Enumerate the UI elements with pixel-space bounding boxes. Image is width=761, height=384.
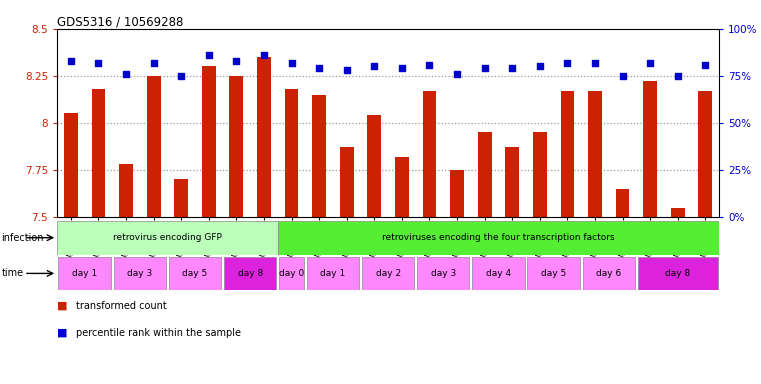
Text: day 1: day 1	[320, 269, 345, 278]
Point	[533, 63, 546, 70]
Text: day 4: day 4	[486, 269, 511, 278]
Text: transformed count: transformed count	[76, 301, 167, 311]
Bar	[368, 115, 381, 217]
Bar	[278, 221, 719, 255]
Text: day 5: day 5	[183, 269, 208, 278]
Bar	[147, 76, 161, 217]
Point	[506, 65, 518, 71]
Bar	[583, 257, 635, 290]
Point	[231, 58, 243, 64]
Bar	[285, 89, 298, 217]
Text: day 6: day 6	[596, 269, 622, 278]
Point	[258, 52, 270, 58]
Bar	[64, 113, 78, 217]
Text: day 8: day 8	[237, 269, 263, 278]
Bar	[451, 170, 464, 217]
Bar	[362, 257, 414, 290]
Point	[451, 71, 463, 77]
Bar	[91, 89, 105, 217]
Bar	[588, 91, 602, 217]
Bar	[616, 189, 629, 217]
Bar	[395, 157, 409, 217]
Text: day 3: day 3	[431, 269, 456, 278]
Point	[92, 60, 104, 66]
Bar	[533, 132, 546, 217]
Text: time: time	[2, 268, 24, 278]
Point	[120, 71, 132, 77]
Text: day 1: day 1	[72, 269, 97, 278]
Bar	[417, 257, 470, 290]
Bar	[473, 257, 524, 290]
Point	[285, 60, 298, 66]
Bar	[505, 147, 519, 217]
Point	[341, 67, 353, 73]
Point	[368, 63, 380, 70]
Bar	[224, 257, 276, 290]
Bar	[257, 57, 271, 217]
Text: day 0: day 0	[279, 269, 304, 278]
Bar	[340, 147, 354, 217]
Text: day 5: day 5	[541, 269, 566, 278]
Bar	[527, 257, 580, 290]
Text: ■: ■	[57, 301, 68, 311]
Bar	[312, 94, 326, 217]
Text: GDS5316 / 10569288: GDS5316 / 10569288	[57, 15, 183, 28]
Point	[313, 65, 325, 71]
Text: day 3: day 3	[127, 269, 152, 278]
Bar	[561, 91, 575, 217]
Point	[562, 60, 574, 66]
Bar	[478, 132, 492, 217]
Text: infection: infection	[2, 233, 44, 243]
Point	[616, 73, 629, 79]
Bar	[113, 257, 166, 290]
Bar	[279, 257, 304, 290]
Point	[699, 61, 712, 68]
Text: retrovirus encoding GFP: retrovirus encoding GFP	[113, 233, 222, 242]
Text: day 2: day 2	[375, 269, 401, 278]
Bar	[202, 66, 215, 217]
Text: percentile rank within the sample: percentile rank within the sample	[76, 328, 241, 338]
Point	[396, 65, 408, 71]
Point	[65, 58, 77, 64]
Bar	[638, 257, 718, 290]
Bar	[422, 91, 436, 217]
Point	[202, 52, 215, 58]
Text: day 8: day 8	[665, 269, 690, 278]
Point	[423, 61, 435, 68]
Point	[644, 60, 656, 66]
Bar	[230, 76, 244, 217]
Bar	[671, 208, 685, 217]
Point	[589, 60, 601, 66]
Text: ■: ■	[57, 328, 68, 338]
Point	[148, 60, 160, 66]
Bar	[119, 164, 133, 217]
Point	[479, 65, 491, 71]
Bar	[699, 91, 712, 217]
Bar	[59, 257, 111, 290]
Point	[672, 73, 684, 79]
Point	[175, 73, 187, 79]
Bar	[643, 81, 657, 217]
Text: retroviruses encoding the four transcription factors: retroviruses encoding the four transcrip…	[382, 233, 615, 242]
Bar	[174, 179, 188, 217]
Bar	[169, 257, 221, 290]
Bar	[57, 221, 278, 255]
Bar	[307, 257, 359, 290]
